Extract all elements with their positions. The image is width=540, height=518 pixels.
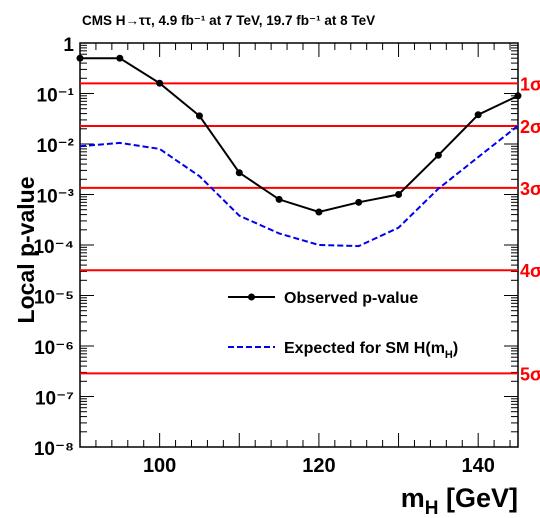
y-tick-label: 10⁻⁷: [35, 389, 74, 410]
sigma-label: 3σ: [520, 179, 540, 199]
data-point: [275, 195, 283, 203]
data-point: [395, 191, 403, 198]
y-axis-label-group: Local p-value: [13, 177, 39, 324]
plot-layer: 1 10⁻¹ 10⁻² 10⁻³ 10⁻⁴ 10⁻⁵ 10⁻⁶ 10⁻⁷ 10⁻⁸ 100 120 1…: [33, 35, 540, 518]
y-tick-label: 10⁻³: [37, 187, 75, 208]
y-tick-label: 10⁻⁶: [34, 338, 74, 359]
legend-label: Observed p-value: [284, 290, 418, 307]
data-point: [76, 54, 84, 62]
y-tick-label: 10⁻⁵: [34, 288, 74, 309]
data-point: [434, 151, 442, 159]
series-line: [79, 124, 519, 248]
data-point: [514, 92, 522, 100]
data-point: [156, 79, 164, 87]
x-tick-label: 120: [302, 455, 335, 477]
data-point: [235, 169, 243, 177]
sigma-label: 1σ: [520, 74, 540, 94]
x-tick-label: 100: [143, 455, 176, 477]
data-point: [315, 208, 323, 216]
sigma-label: 5σ: [520, 364, 540, 384]
x-tick-label: 140: [461, 455, 494, 477]
sigma-label: 2σ: [520, 117, 540, 137]
legend-marker: [248, 293, 255, 301]
y-axis-label: Local p-value: [13, 177, 39, 324]
x-axis-label: mH [GeV]: [401, 483, 518, 518]
data-point: [195, 112, 203, 120]
chart-title: CMS H→ττ, 4.9 fb⁻¹ at 7 TeV, 19.7 fb⁻¹ a…: [82, 13, 375, 28]
y-tick-label: 10⁻⁸: [34, 439, 74, 460]
plot-frame: [79, 42, 519, 448]
data-point: [474, 111, 482, 119]
sigma-label: 4σ: [520, 261, 540, 281]
y-tick-label: 1: [63, 35, 74, 56]
data-point: [355, 198, 363, 206]
series-line: [80, 57, 519, 214]
legend-label: Expected for SM H(mH): [284, 340, 458, 361]
y-tick-label: 10⁻¹: [37, 86, 75, 107]
y-tick-label: 10⁻⁴: [33, 237, 74, 258]
y-tick-label: 10⁻²: [37, 136, 75, 157]
data-point: [116, 54, 124, 62]
